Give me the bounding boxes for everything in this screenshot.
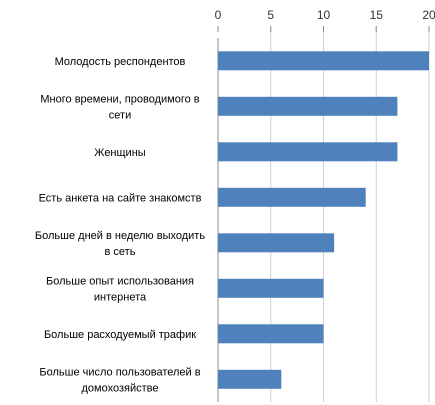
x-tick-label: 20 [422, 8, 435, 22]
category-label: Много времени, проводимого в сети [40, 93, 199, 121]
x-tick-label: 5 [267, 8, 274, 22]
category-label: Женщины [94, 147, 145, 159]
bar-6 [218, 278, 324, 298]
category-labels: Молодость респондентов Много времени, про… [35, 56, 205, 394]
bar-7 [218, 324, 324, 344]
category-label: Больше расходуемый трафик [44, 329, 196, 341]
category-label: Есть анкета на сайте знакомств [39, 192, 202, 204]
category-label: Молодость респондентов [55, 56, 186, 68]
x-tick-label: 0 [215, 8, 222, 22]
bar-8 [218, 369, 282, 389]
bar-1 [218, 51, 429, 71]
gridlines [270, 26, 430, 402]
bars [218, 51, 429, 389]
bar-2 [218, 96, 398, 116]
x-axis-ticks: 0 5 10 15 20 [215, 8, 435, 32]
category-label: Больше опыт использования интернета [46, 275, 194, 303]
category-label: Больше число пользователей в домохозяйств… [39, 366, 200, 394]
bar-3 [218, 142, 398, 162]
x-tick-label: 15 [370, 8, 384, 22]
category-label: Больше дней в неделю выходить в сеть [35, 230, 205, 258]
bar-4 [218, 187, 366, 207]
x-tick-label: 10 [317, 8, 331, 22]
bar-5 [218, 233, 335, 253]
